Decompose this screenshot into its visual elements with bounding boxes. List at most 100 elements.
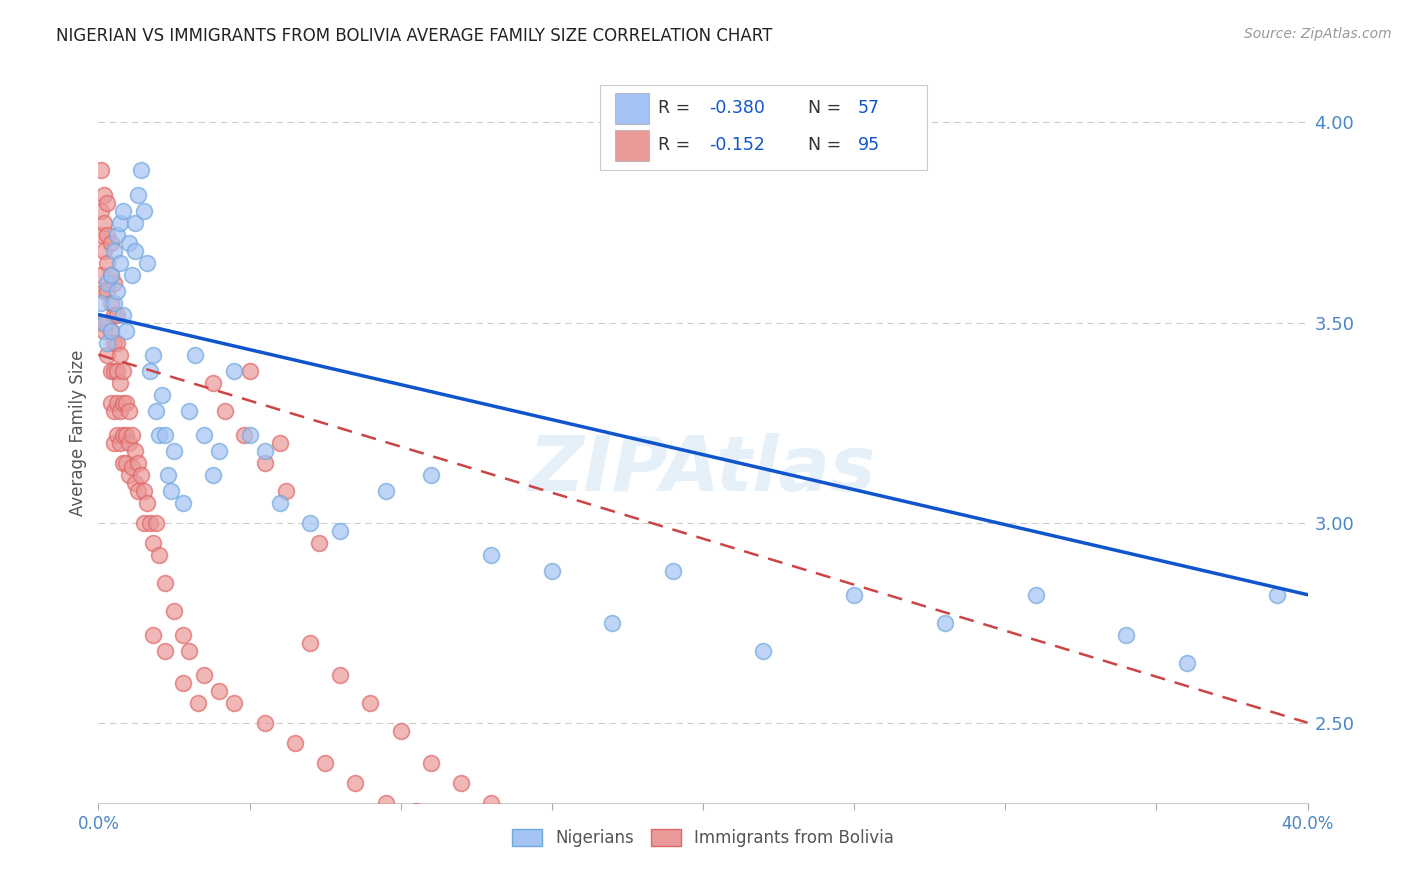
- Point: [1175, 656, 1198, 670]
- Point: [96, 276, 118, 290]
- Point: [145, 516, 167, 530]
- Point: [114, 395, 136, 409]
- Point: [108, 376, 131, 390]
- Point: [239, 427, 262, 442]
- Text: NIGERIAN VS IMMIGRANTS FROM BOLIVIA AVERAGE FAMILY SIZE CORRELATION CHART: NIGERIAN VS IMMIGRANTS FROM BOLIVIA AVER…: [56, 27, 773, 45]
- Point: [184, 348, 207, 362]
- Point: [96, 195, 118, 210]
- Point: [308, 535, 330, 549]
- Text: N =: N =: [808, 136, 846, 154]
- Point: [111, 456, 134, 470]
- Point: [153, 644, 176, 658]
- Point: [108, 435, 131, 450]
- Point: [118, 235, 141, 250]
- Point: [150, 387, 173, 401]
- Point: [360, 696, 382, 710]
- Point: [111, 363, 134, 377]
- Point: [752, 644, 775, 658]
- Y-axis label: Average Family Size: Average Family Size: [69, 350, 87, 516]
- Point: [100, 324, 122, 338]
- Point: [132, 516, 155, 530]
- Point: [111, 395, 134, 409]
- Point: [103, 308, 125, 322]
- Point: [344, 776, 367, 790]
- Point: [129, 467, 152, 482]
- Point: [314, 756, 336, 770]
- Point: [105, 227, 128, 242]
- Point: [90, 203, 112, 218]
- Point: [153, 575, 176, 590]
- Point: [124, 475, 146, 490]
- Point: [253, 456, 276, 470]
- Point: [100, 324, 122, 338]
- Point: [481, 548, 503, 562]
- Point: [465, 828, 488, 842]
- Point: [129, 163, 152, 178]
- Point: [172, 675, 194, 690]
- Point: [274, 483, 297, 498]
- Point: [111, 203, 134, 218]
- Point: [224, 363, 246, 377]
- Bar: [614, 130, 648, 161]
- Point: [111, 427, 134, 442]
- Point: [103, 244, 125, 258]
- Point: [239, 363, 262, 377]
- Point: [124, 443, 146, 458]
- Point: [121, 427, 143, 442]
- Point: [142, 628, 165, 642]
- Point: [450, 776, 472, 790]
- Point: [90, 163, 112, 178]
- Point: [1267, 588, 1289, 602]
- Point: [100, 295, 122, 310]
- Point: [540, 564, 562, 578]
- Point: [108, 348, 131, 362]
- Point: [114, 456, 136, 470]
- Point: [124, 244, 146, 258]
- Point: [127, 187, 149, 202]
- Point: [103, 435, 125, 450]
- Point: [253, 715, 276, 730]
- Point: [202, 467, 225, 482]
- Text: -0.152: -0.152: [709, 136, 765, 154]
- Point: [118, 467, 141, 482]
- Point: [1115, 628, 1137, 642]
- Point: [160, 483, 183, 498]
- Point: [118, 435, 141, 450]
- Point: [434, 815, 457, 830]
- Point: [661, 564, 683, 578]
- Point: [96, 255, 118, 269]
- Point: [299, 516, 322, 530]
- Point: [108, 215, 131, 229]
- Point: [105, 335, 128, 350]
- Point: [93, 215, 115, 229]
- Point: [132, 203, 155, 218]
- Point: [105, 308, 128, 322]
- Point: [103, 335, 125, 350]
- Point: [93, 244, 115, 258]
- Point: [148, 427, 170, 442]
- Point: [108, 403, 131, 417]
- Point: [142, 535, 165, 549]
- Point: [329, 524, 352, 538]
- Point: [100, 268, 122, 282]
- Text: Source: ZipAtlas.com: Source: ZipAtlas.com: [1244, 27, 1392, 41]
- Point: [148, 548, 170, 562]
- Point: [284, 736, 307, 750]
- Point: [100, 268, 122, 282]
- Point: [253, 443, 276, 458]
- Text: 95: 95: [858, 136, 880, 154]
- FancyBboxPatch shape: [600, 85, 927, 169]
- Text: R =: R =: [658, 99, 696, 118]
- Point: [93, 324, 115, 338]
- Text: N =: N =: [808, 99, 846, 118]
- Point: [103, 276, 125, 290]
- Text: ZIPAtlas: ZIPAtlas: [529, 433, 877, 507]
- Text: -0.380: -0.380: [709, 99, 765, 118]
- Legend: Nigerians, Immigrants from Bolivia: Nigerians, Immigrants from Bolivia: [505, 822, 901, 854]
- Point: [481, 796, 503, 810]
- Point: [405, 804, 427, 818]
- Point: [329, 667, 352, 681]
- Point: [111, 308, 134, 322]
- Point: [934, 615, 956, 630]
- Point: [269, 435, 291, 450]
